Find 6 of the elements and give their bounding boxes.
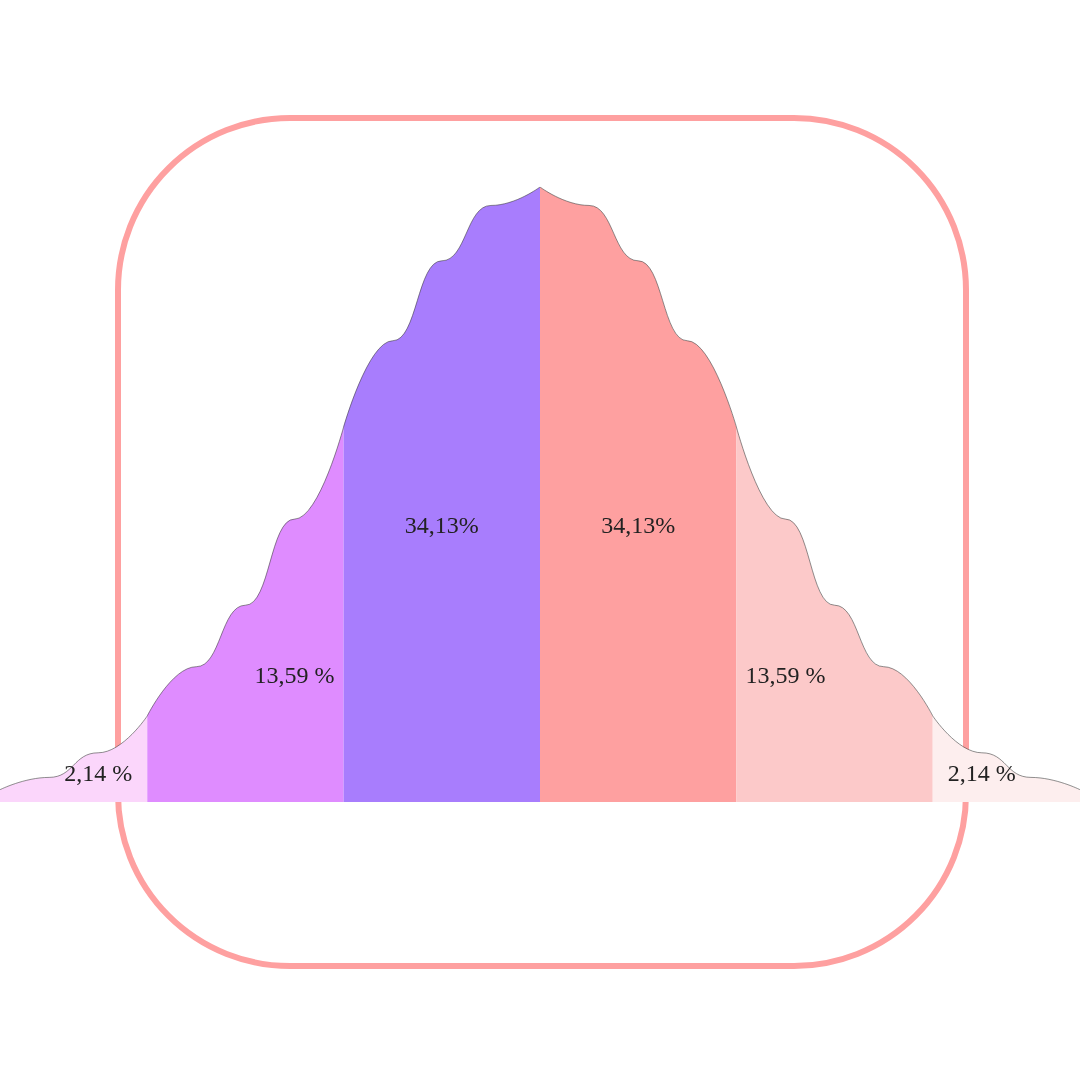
- annotation: 13,59 %: [254, 661, 335, 688]
- annotation: 2,14 %: [64, 760, 133, 787]
- annotation: 2,14 %: [947, 760, 1016, 787]
- annotation: 34,13%: [601, 511, 676, 538]
- annotation: 13,59 %: [745, 661, 826, 688]
- annotation: 34,13%: [404, 511, 479, 538]
